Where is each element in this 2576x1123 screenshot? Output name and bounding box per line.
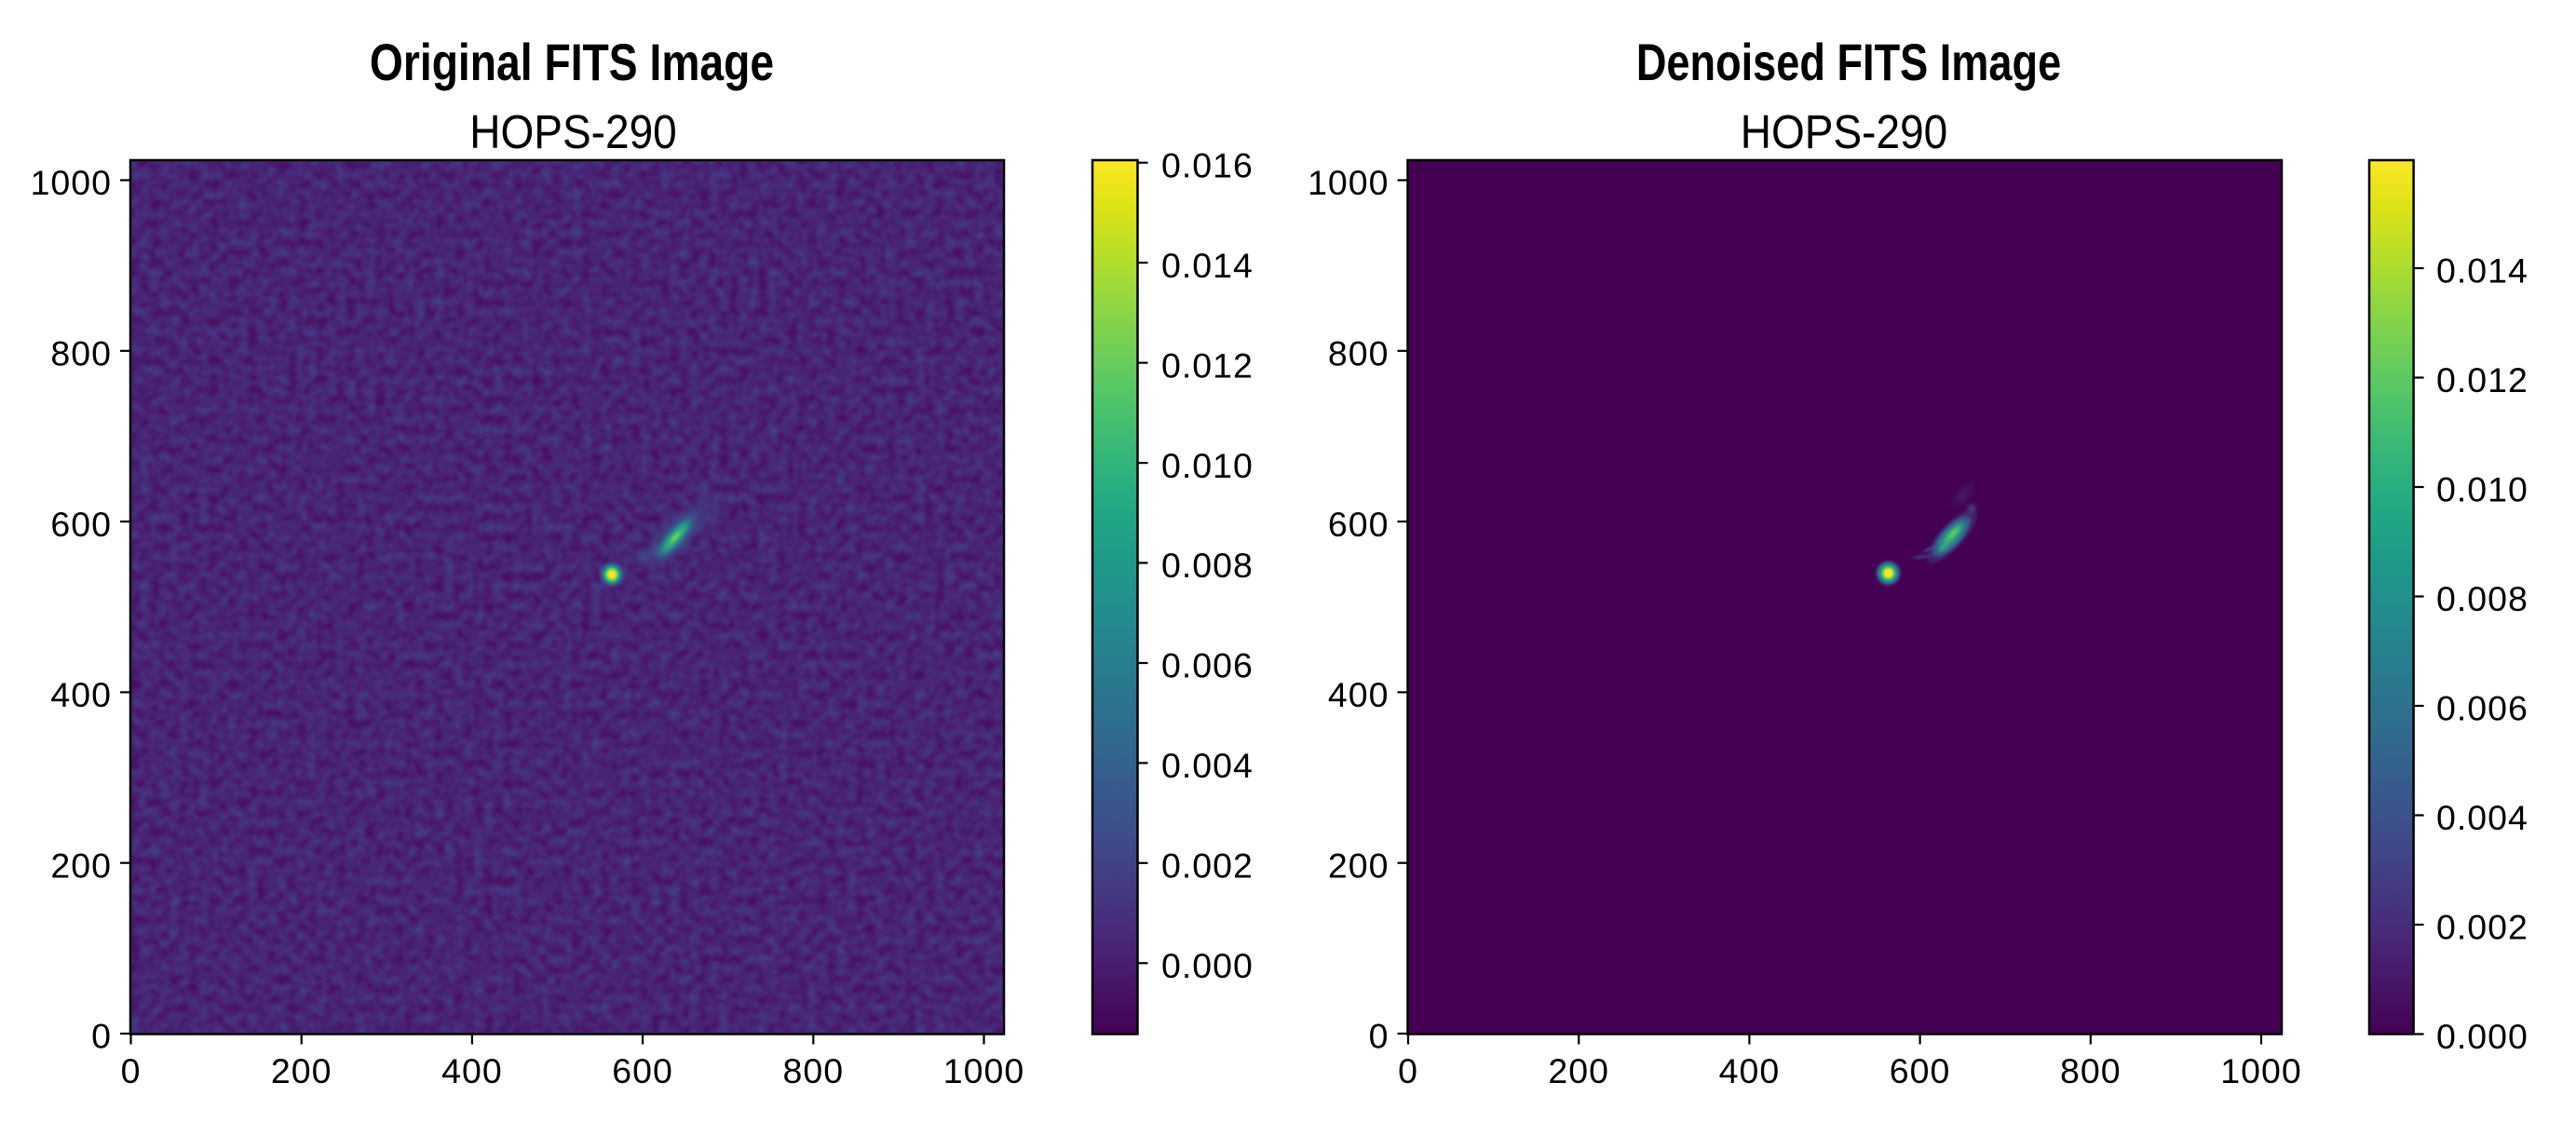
svg-text:600: 600 [1890, 1051, 1951, 1090]
svg-text:0: 0 [91, 1017, 112, 1056]
svg-text:800: 800 [783, 1051, 845, 1090]
svg-text:0.000: 0.000 [2436, 1017, 2529, 1056]
svg-text:0.016: 0.016 [1161, 145, 1254, 184]
svg-text:0.004: 0.004 [1161, 746, 1254, 785]
svg-text:800: 800 [1328, 334, 1390, 373]
svg-text:0.000: 0.000 [1161, 946, 1254, 985]
svg-text:1000: 1000 [943, 1051, 1024, 1090]
svg-text:0.010: 0.010 [2436, 470, 2529, 509]
svg-text:0.010: 0.010 [1161, 446, 1254, 485]
svg-text:0.008: 0.008 [2436, 579, 2529, 618]
svg-text:0: 0 [1369, 1017, 1390, 1056]
svg-text:600: 600 [612, 1051, 673, 1090]
svg-text:Original FITS Image: Original FITS Image [370, 34, 774, 91]
svg-text:400: 400 [1719, 1051, 1781, 1090]
svg-text:600: 600 [1328, 505, 1390, 544]
svg-text:200: 200 [1328, 846, 1390, 885]
svg-text:200: 200 [50, 846, 112, 885]
svg-text:1000: 1000 [31, 163, 112, 202]
svg-text:HOPS-290: HOPS-290 [469, 106, 677, 159]
svg-text:0.002: 0.002 [1161, 846, 1254, 886]
svg-text:0.006: 0.006 [2436, 689, 2529, 728]
svg-text:400: 400 [441, 1051, 503, 1090]
svg-text:0.006: 0.006 [1161, 646, 1254, 685]
svg-text:0: 0 [121, 1051, 142, 1090]
svg-text:200: 200 [271, 1051, 332, 1090]
svg-text:0.002: 0.002 [2436, 908, 2529, 947]
svg-text:0.012: 0.012 [1161, 345, 1254, 385]
svg-text:0.012: 0.012 [2436, 360, 2529, 399]
svg-text:HOPS-290: HOPS-290 [1741, 106, 1948, 159]
svg-text:800: 800 [50, 334, 112, 373]
svg-text:800: 800 [2060, 1051, 2122, 1090]
svg-text:Denoised FITS Image: Denoised FITS Image [1636, 33, 2061, 91]
svg-text:0: 0 [1398, 1051, 1418, 1090]
svg-text:0.014: 0.014 [1161, 246, 1254, 285]
svg-text:400: 400 [50, 675, 112, 714]
svg-text:200: 200 [1548, 1051, 1609, 1090]
svg-text:1000: 1000 [1308, 163, 1389, 202]
svg-text:600: 600 [50, 505, 112, 544]
svg-text:400: 400 [1328, 675, 1390, 714]
svg-text:0.008: 0.008 [1161, 546, 1254, 585]
svg-text:1000: 1000 [2220, 1051, 2301, 1090]
svg-text:0.014: 0.014 [2436, 251, 2529, 291]
svg-text:0.004: 0.004 [2436, 798, 2529, 837]
